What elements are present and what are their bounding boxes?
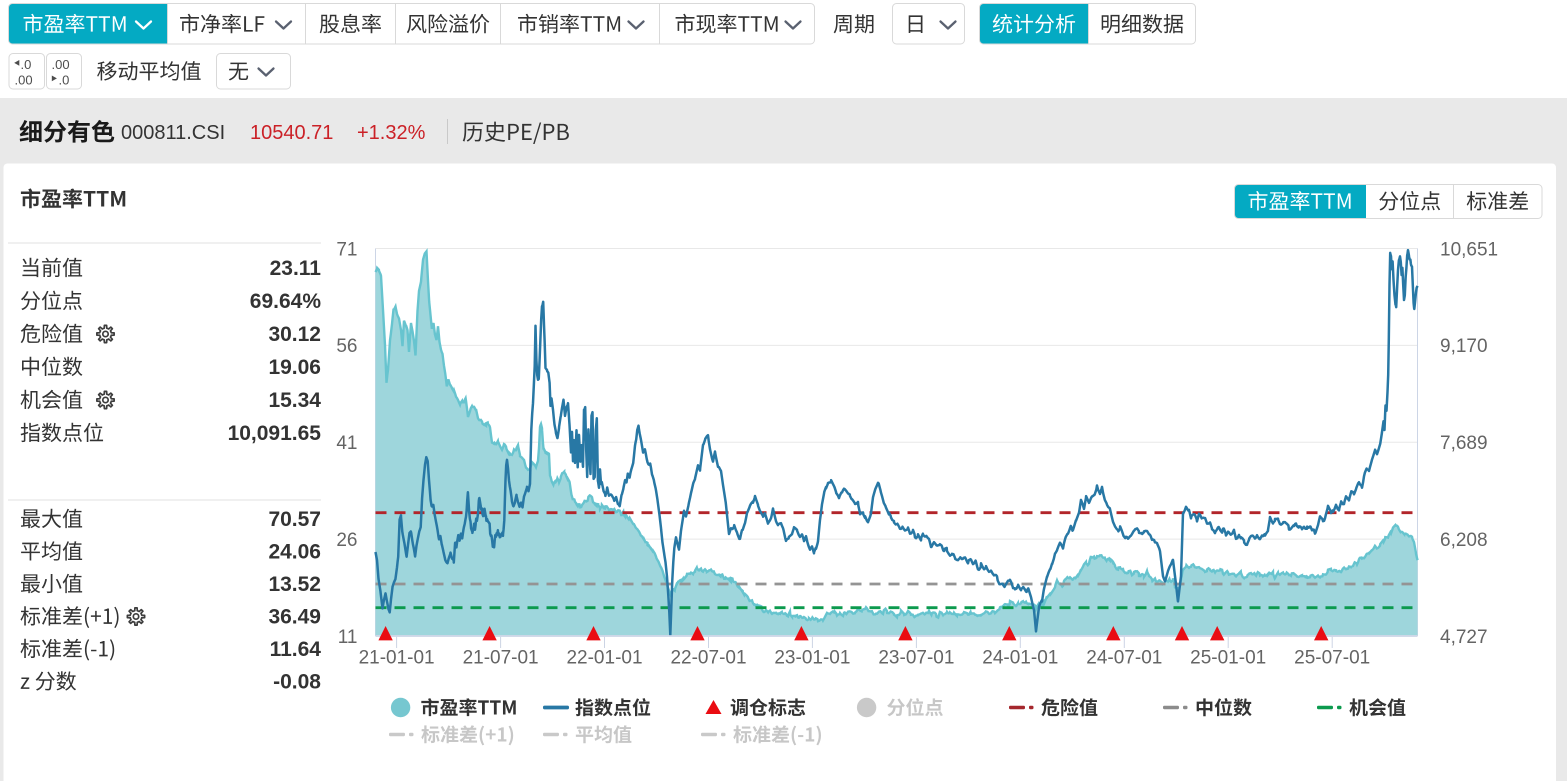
svg-text:24.06: 24.06 [268,541,321,564]
svg-text:13.52: 13.52 [268,573,321,596]
svg-text:25-01-01: 25-01-01 [1190,648,1266,669]
svg-text:11.64: 11.64 [270,638,322,661]
svg-text:21-01-01: 21-01-01 [359,648,435,669]
svg-text:21-07-01: 21-07-01 [463,648,539,669]
svg-text:69.64%: 69.64% [250,290,322,313]
svg-text:56: 56 [336,336,357,357]
svg-text:23.11: 23.11 [270,257,322,280]
svg-text:.0: .0 [59,73,70,88]
svg-text:.00: .00 [52,57,70,72]
svg-text:19.06: 19.06 [268,356,321,379]
svg-text:.0: .0 [21,57,32,72]
svg-text:26: 26 [336,530,357,551]
svg-text:71: 71 [336,239,357,260]
svg-text:7,689: 7,689 [1440,433,1488,454]
svg-text:30.12: 30.12 [268,323,321,346]
svg-text:70.57: 70.57 [268,508,321,531]
svg-text:-0.08: -0.08 [273,671,321,694]
svg-text:11: 11 [338,627,358,648]
svg-text:24-07-01: 24-07-01 [1086,648,1162,669]
svg-text:25-07-01: 25-07-01 [1294,648,1370,669]
svg-text:10,651: 10,651 [1440,239,1498,260]
svg-text:9,170: 9,170 [1440,336,1488,357]
svg-text:24-01-01: 24-01-01 [982,648,1058,669]
svg-text:10,091.65: 10,091.65 [228,422,322,445]
svg-text:22-01-01: 22-01-01 [566,648,642,669]
svg-text:000811.CSI: 000811.CSI [121,122,225,144]
svg-text:4,727: 4,727 [1440,627,1488,648]
svg-text:36.49: 36.49 [268,606,321,629]
svg-text:6,208: 6,208 [1440,530,1488,551]
svg-text:.00: .00 [15,73,33,88]
svg-text:+1.32%: +1.32% [357,122,426,144]
svg-text:22-07-01: 22-07-01 [670,648,746,669]
svg-text:23-01-01: 23-01-01 [774,648,850,669]
svg-text:41: 41 [336,433,357,454]
svg-text:23-07-01: 23-07-01 [878,648,954,669]
svg-text:15.34: 15.34 [268,389,321,412]
svg-text:10540.71: 10540.71 [250,122,333,144]
